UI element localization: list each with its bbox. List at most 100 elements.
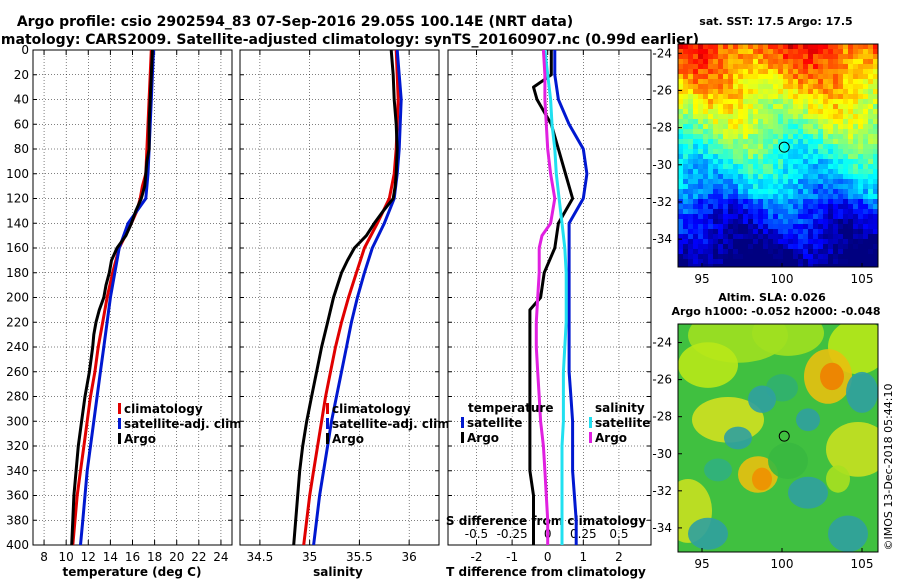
sst-pixel — [738, 74, 743, 79]
sst-pixel — [768, 84, 773, 89]
sst-pixel — [713, 244, 718, 249]
sst-pixel — [708, 174, 713, 179]
sst-pixel — [838, 209, 843, 214]
depth-tick-label: 140 — [6, 216, 29, 230]
sst-pixel — [803, 189, 808, 194]
sst-pixel — [863, 239, 868, 244]
sst-pixel — [853, 119, 858, 124]
sst-pixel — [833, 204, 838, 209]
sst-pixel — [768, 54, 773, 59]
sst-pixel — [773, 54, 778, 59]
sst-pixel — [678, 69, 683, 74]
sst-pixel — [833, 189, 838, 194]
sst-pixel — [733, 54, 738, 59]
sst-pixel — [843, 174, 848, 179]
sst-pixel — [828, 249, 833, 254]
sst-pixel — [803, 254, 808, 259]
sst-pixel — [763, 74, 768, 79]
temperature-xtick-label: 16 — [125, 550, 140, 564]
sst-pixel — [738, 224, 743, 229]
sst-pixel — [743, 159, 748, 164]
sst-pixel — [778, 254, 783, 259]
sst-pixel — [758, 214, 763, 219]
sst-pixel — [808, 169, 813, 174]
sla-anomaly-patch — [748, 385, 776, 413]
sst-pixel — [823, 259, 828, 264]
sst-pixel — [713, 149, 718, 154]
sst-pixel — [838, 239, 843, 244]
sst-pixel — [853, 214, 858, 219]
sst-pixel — [808, 79, 813, 84]
sst-pixel — [818, 204, 823, 209]
sst-pixel — [698, 224, 703, 229]
sst-pixel — [703, 54, 708, 59]
sst-pixel — [868, 209, 873, 214]
sst-pixel — [718, 159, 723, 164]
sst-pixel — [713, 84, 718, 89]
sst-pixel — [853, 224, 858, 229]
sst-pixel — [833, 119, 838, 124]
sst-pixel — [723, 124, 728, 129]
sst-pixel — [743, 264, 748, 267]
sst-pixel — [738, 179, 743, 184]
sst-pixel — [798, 254, 803, 259]
sst-pixel — [693, 154, 698, 159]
sst-pixel — [838, 139, 843, 144]
sst-pixel — [713, 89, 718, 94]
sst-pixel — [713, 74, 718, 79]
sst-pixel — [713, 114, 718, 119]
sst-pixel — [853, 239, 858, 244]
sla-anomaly-patch — [724, 426, 752, 450]
sst-pixel — [763, 44, 768, 49]
sst-pixel — [873, 69, 878, 74]
sst-pixel — [728, 104, 733, 109]
sst-pixel — [863, 89, 868, 94]
sst-pixel — [693, 109, 698, 114]
sst-pixel — [683, 229, 688, 234]
sst-pixel — [803, 234, 808, 239]
sst-pixel — [738, 219, 743, 224]
sst-pixel — [718, 204, 723, 209]
sst-pixel — [708, 204, 713, 209]
sst-pixel — [783, 154, 788, 159]
sst-pixel — [723, 209, 728, 214]
sst-pixel — [853, 124, 858, 129]
sst-pixel — [763, 94, 768, 99]
sst-pixel — [838, 149, 843, 154]
sst-pixel — [853, 154, 858, 159]
sst-pixel — [678, 154, 683, 159]
sst-pixel — [858, 244, 863, 249]
sst-pixel — [728, 179, 733, 184]
depth-tick-label: 300 — [6, 414, 29, 428]
sst-pixel — [783, 74, 788, 79]
sst-pixel — [753, 234, 758, 239]
sst-pixel — [743, 74, 748, 79]
sst-pixel — [793, 244, 798, 249]
sst-pixel — [733, 119, 738, 124]
sst-pixel — [828, 134, 833, 139]
sst-pixel — [793, 169, 798, 174]
sst-pixel — [698, 264, 703, 267]
sst-pixel — [833, 84, 838, 89]
sst-pixel — [768, 174, 773, 179]
sst-pixel — [683, 109, 688, 114]
temperature-xtick-label: 24 — [213, 550, 228, 564]
sst-pixel — [843, 159, 848, 164]
sst-pixel — [763, 149, 768, 154]
sst-pixel — [713, 154, 718, 159]
sst-pixel — [698, 124, 703, 129]
sst-pixel — [708, 89, 713, 94]
sst-pixel — [873, 79, 878, 84]
sst-pixel — [768, 179, 773, 184]
sst-pixel — [863, 224, 868, 229]
sst-pixel — [718, 129, 723, 134]
sst-pixel — [788, 174, 793, 179]
sst-pixel — [733, 104, 738, 109]
sst-pixel — [833, 99, 838, 104]
sst-pixel — [768, 64, 773, 69]
sst-pixel — [773, 229, 778, 234]
sst-pixel — [723, 179, 728, 184]
sst-pixel — [818, 209, 823, 214]
sst-pixel — [808, 94, 813, 99]
sst-pixel — [828, 189, 833, 194]
